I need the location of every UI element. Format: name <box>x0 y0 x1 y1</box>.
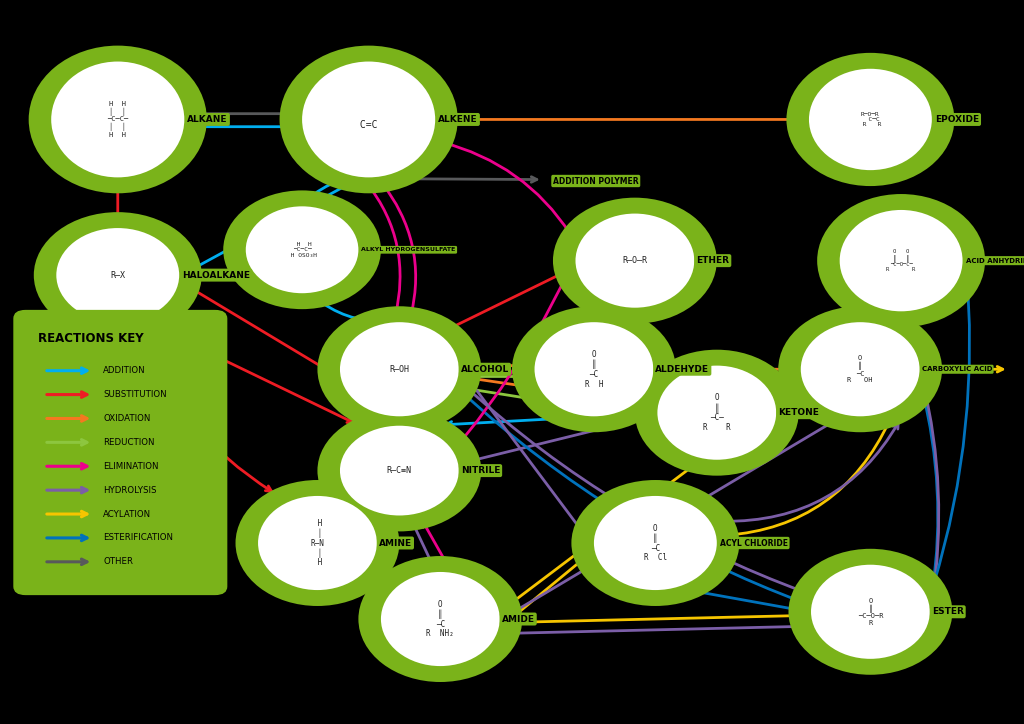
Ellipse shape <box>236 480 399 606</box>
Text: H  H
│  │
─C─C─
│  │
H  H: H H │ │ ─C─C─ │ │ H H <box>108 101 128 138</box>
Ellipse shape <box>571 480 739 606</box>
Ellipse shape <box>34 212 202 338</box>
Ellipse shape <box>317 410 481 531</box>
Ellipse shape <box>786 53 954 186</box>
Ellipse shape <box>512 306 676 432</box>
Ellipse shape <box>657 366 776 460</box>
Text: ALKYL HYDROGENSULFATE: ALKYL HYDROGENSULFATE <box>361 248 456 252</box>
Ellipse shape <box>280 46 458 193</box>
Text: R─O─R: R─O─R <box>623 256 647 265</box>
Text: ACID ANHYDRIDE: ACID ANHYDRIDE <box>966 258 1024 264</box>
Ellipse shape <box>302 62 435 177</box>
Text: ALDEHYDE: ALDEHYDE <box>655 365 710 374</box>
Ellipse shape <box>246 206 358 293</box>
Ellipse shape <box>381 572 500 666</box>
Text: ADDITION POLYMER: ADDITION POLYMER <box>553 177 639 185</box>
Ellipse shape <box>840 210 963 311</box>
Text: ETHER: ETHER <box>696 256 729 265</box>
Ellipse shape <box>317 306 481 432</box>
Ellipse shape <box>340 322 459 416</box>
Text: HYDROLYSIS: HYDROLYSIS <box>103 486 157 494</box>
Text: OXIDATION: OXIDATION <box>103 414 151 423</box>
Ellipse shape <box>258 496 377 590</box>
Ellipse shape <box>29 46 207 193</box>
Text: ALCOHOL: ALCOHOL <box>461 365 509 374</box>
Text: REDUCTION: REDUCTION <box>103 438 155 447</box>
Text: SUBSTITUTION: SUBSTITUTION <box>103 390 167 399</box>
Ellipse shape <box>811 565 930 659</box>
Text: EPOXIDE: EPOXIDE <box>935 115 979 124</box>
Ellipse shape <box>817 194 985 327</box>
Text: ESTER: ESTER <box>932 607 964 616</box>
Text: CARBOXYLIC ACID: CARBOXYLIC ACID <box>922 366 992 372</box>
Ellipse shape <box>635 350 799 476</box>
Text: H
 │
R─N
 │
 H: H │ R─N │ H <box>310 518 325 568</box>
Ellipse shape <box>809 69 932 170</box>
Ellipse shape <box>535 322 653 416</box>
Text: O   O
║   ║
─C─O─C─
R       R: O O ║ ║ ─C─O─C─ R R <box>887 249 915 272</box>
Text: ADDITION: ADDITION <box>103 366 146 375</box>
Text: HALOALKANE: HALOALKANE <box>182 271 250 279</box>
Ellipse shape <box>223 190 381 309</box>
Text: C=C: C=C <box>354 109 383 130</box>
Text: R─X: R─X <box>111 271 125 279</box>
FancyBboxPatch shape <box>13 310 227 595</box>
Text: NITRILE: NITRILE <box>461 466 500 475</box>
Text: R─O─R
  C─C
 R   R: R─O─R C─C R R <box>859 111 882 127</box>
Text: ACYL CHLORIDE: ACYL CHLORIDE <box>720 539 787 547</box>
Ellipse shape <box>358 556 522 682</box>
Ellipse shape <box>51 62 184 177</box>
Text: OTHER: OTHER <box>103 557 133 566</box>
Ellipse shape <box>788 549 952 675</box>
Text: O
║
─C─O─R
R: O ║ ─C─O─R R <box>858 598 883 626</box>
Ellipse shape <box>340 426 459 515</box>
Text: ALKANE: ALKANE <box>187 115 228 124</box>
Ellipse shape <box>594 496 717 590</box>
Text: R─OH: R─OH <box>389 365 410 374</box>
Text: AMINE: AMINE <box>379 539 412 547</box>
Ellipse shape <box>575 214 694 308</box>
Text: R─C≡N: R─C≡N <box>387 466 412 475</box>
Text: O
║
─C
R  H: O ║ ─C R H <box>585 350 603 389</box>
Text: O
║
─C─
R    R: O ║ ─C─ R R <box>702 393 731 432</box>
Text: O
║
─C
R   OH: O ║ ─C R OH <box>848 355 872 383</box>
Text: ELIMINATION: ELIMINATION <box>103 462 159 471</box>
Ellipse shape <box>801 322 920 416</box>
Text: O
║
─C
R  NH₂: O ║ ─C R NH₂ <box>426 599 455 639</box>
Text: ESTERIFICATION: ESTERIFICATION <box>103 534 173 542</box>
Text: H  H
─C─C─
 H OSO₃H: H H ─C─C─ H OSO₃H <box>287 242 317 258</box>
Text: KETONE: KETONE <box>778 408 819 417</box>
Text: AMIDE: AMIDE <box>502 615 535 623</box>
Text: O
║
─C
R  Cl: O ║ ─C R Cl <box>644 523 667 563</box>
Ellipse shape <box>56 228 179 322</box>
Text: ACYLATION: ACYLATION <box>103 510 152 518</box>
Text: ALKENE: ALKENE <box>438 115 478 124</box>
Ellipse shape <box>778 306 942 432</box>
Text: REACTIONS KEY: REACTIONS KEY <box>38 332 143 345</box>
Ellipse shape <box>553 198 717 324</box>
